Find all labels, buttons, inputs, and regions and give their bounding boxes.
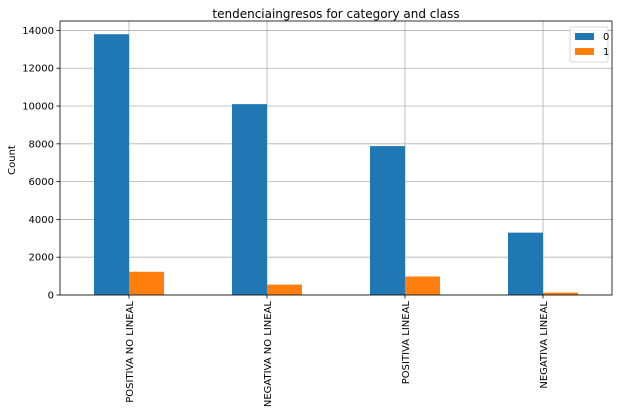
legend-label: 0: [603, 32, 609, 43]
y-tick-label: 8000: [29, 139, 54, 150]
x-axis-ticks: POSITIVA NO LINEAL NEGATIVA NO LINEAL POSI…: [125, 295, 550, 407]
bar-series-1: [405, 276, 440, 295]
grid-lines: [60, 21, 612, 296]
y-tick-label: 14000: [22, 26, 54, 37]
y-tick-label: 2000: [29, 253, 54, 264]
x-tick-label: POSITIVA NO LINEAL: [125, 301, 136, 403]
legend-swatch: [575, 48, 594, 55]
legend-label: 1: [603, 47, 609, 58]
plot-frame: [59, 20, 613, 296]
chart-title: tendenciaingresos for category and class: [212, 7, 459, 21]
x-tick-label: POSITIVA LINEAL: [401, 301, 412, 385]
bar-series-0: [94, 34, 129, 295]
y-axis-label: Count: [7, 145, 18, 175]
x-tick-label: NEGATIVA LINEAL: [539, 301, 550, 389]
y-tick-label: 6000: [29, 177, 54, 188]
y-tick-label: 10000: [22, 102, 54, 113]
legend: 01: [569, 26, 609, 63]
y-axis-ticks: 0 2000 4000 6000 8000 10000 12000 14000: [22, 26, 60, 302]
bar-series-0: [508, 232, 543, 295]
y-tick-label: 0: [48, 291, 54, 302]
bars: [94, 34, 578, 295]
bar-series-0: [370, 146, 405, 295]
bar-series-0: [232, 104, 267, 295]
bar-series-1: [129, 271, 164, 295]
y-tick-label: 12000: [22, 64, 54, 75]
bar-series-1: [267, 284, 302, 295]
legend-swatch: [575, 33, 594, 40]
y-tick-label: 4000: [29, 215, 54, 226]
bar-series-1: [543, 292, 578, 295]
x-tick-label: NEGATIVA NO LINEAL: [263, 301, 274, 408]
